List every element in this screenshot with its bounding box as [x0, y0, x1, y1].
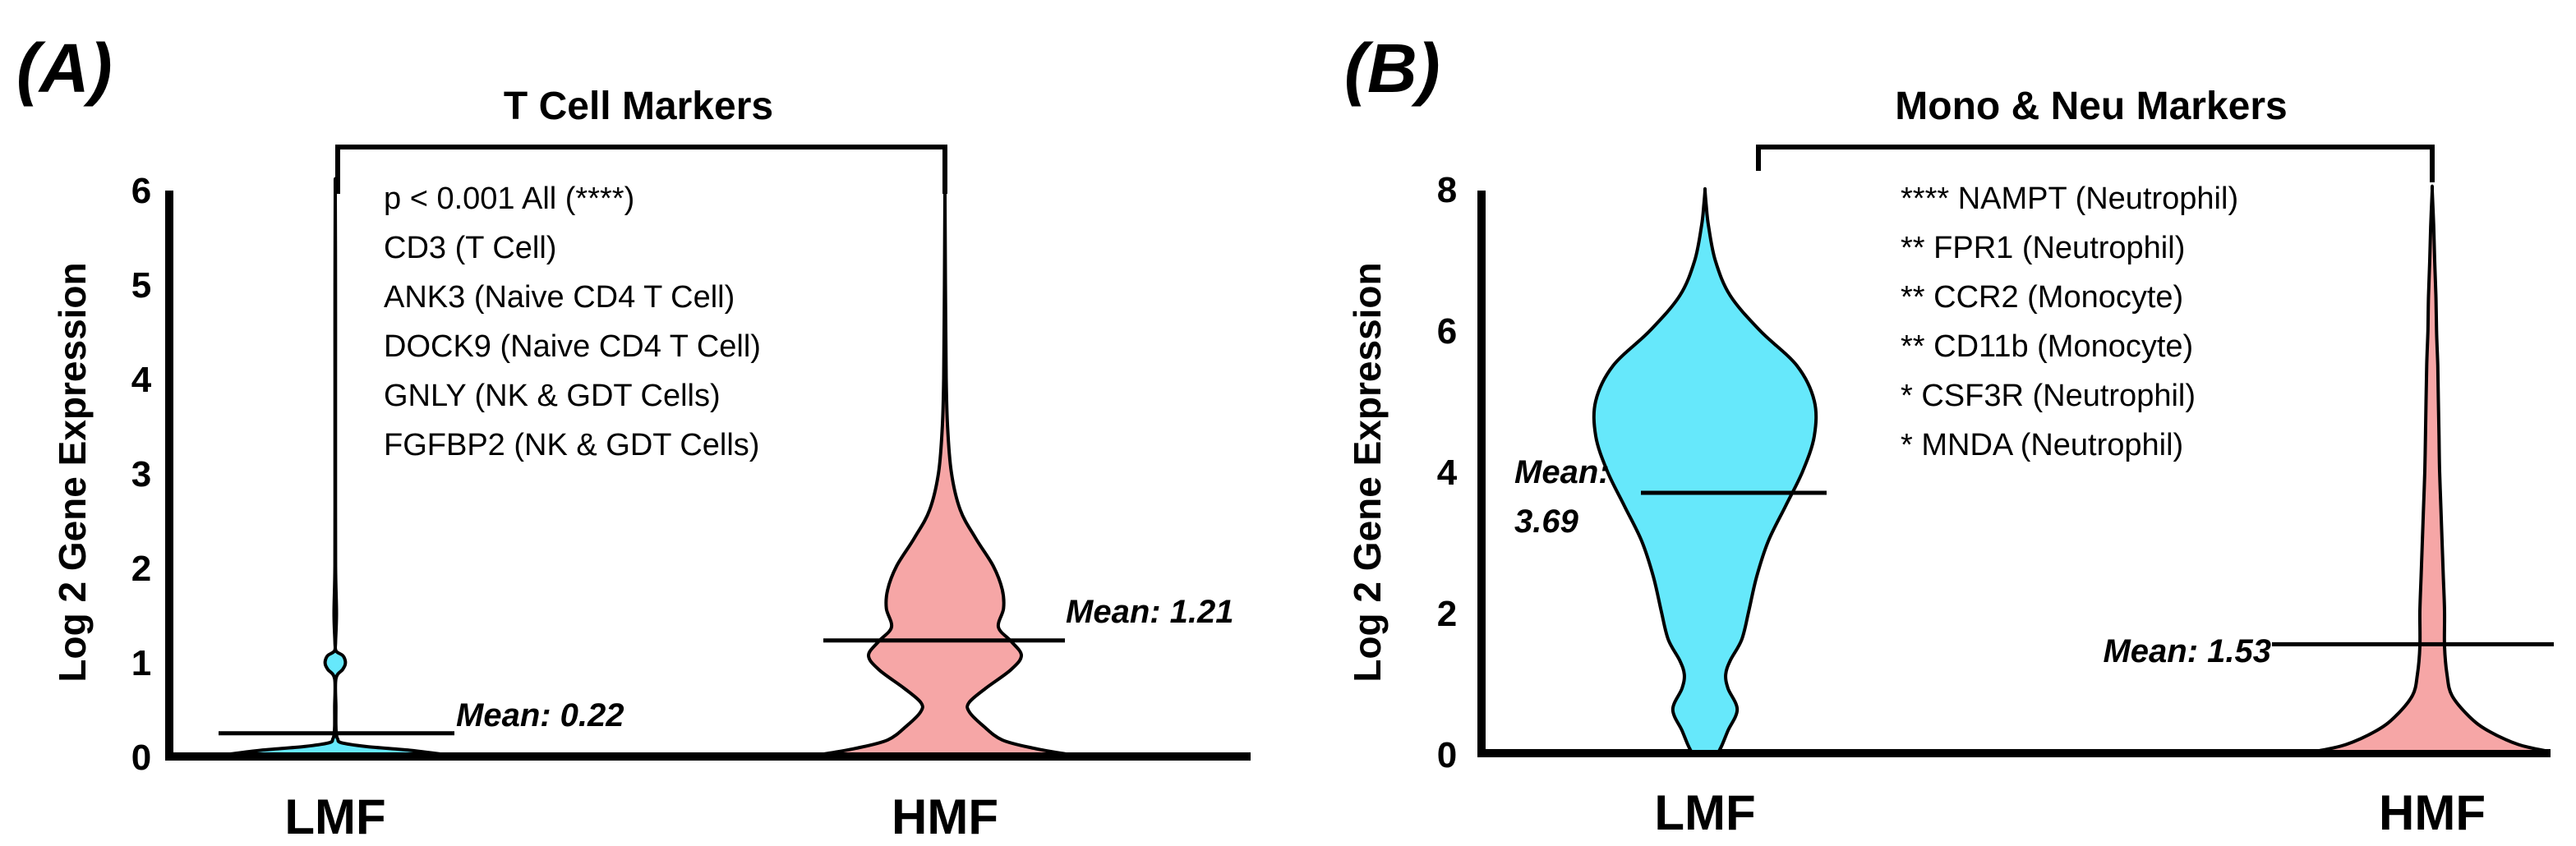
panel-b-ytick-6: 6	[1437, 311, 1457, 352]
panel-b-note-1: ** FPR1 (Neutrophil)	[1901, 231, 2185, 265]
panel-a-ytick-4: 4	[131, 360, 152, 400]
panel-b-violin-hmf	[2315, 184, 2550, 753]
panel-b-note-5: * MNDA (Neutrophil)	[1901, 428, 2183, 462]
panel-b-mean-label-hmf: Mean: 1.53	[2103, 633, 2271, 669]
panel-a-note-0: p < 0.001 All (****)	[384, 182, 634, 216]
panel-a-violin-lmf	[230, 177, 440, 756]
panel-b-note-4: * CSF3R (Neutrophil)	[1901, 379, 2196, 413]
panel-b-title: Mono & Neu Markers	[1895, 85, 2287, 128]
panel-b-label: (B)	[1344, 30, 1440, 107]
panel-b-note-2: ** CCR2 (Monocyte)	[1901, 280, 2183, 315]
panel-b-xtick-hmf: HMF	[2379, 785, 2486, 840]
panel-b-ytick-8: 8	[1437, 170, 1457, 210]
panel-a-ytick-3: 3	[131, 454, 151, 494]
panel-a-significance-bracket	[335, 145, 947, 194]
panel-b-y-axis-label: Log 2 Gene Expression	[1346, 262, 1389, 682]
panel-a-mean-label-hmf: Mean: 1.21	[1066, 594, 1234, 630]
panel-b-mean-label-lmf-line1: Mean: 3.69	[1514, 454, 1610, 540]
panel-a-title: T Cell Markers	[504, 85, 773, 128]
panel-a: (A) T Cell Markers Log 2 Gene Expression…	[16, 30, 1251, 844]
panel-a-ytick-2: 2	[131, 549, 151, 589]
panel-b-ytick-2: 2	[1437, 594, 1457, 634]
panel-a-note-3: DOCK9 (Naive CD4 T Cell)	[384, 329, 761, 364]
panel-b-note-3: ** CD11b (Monocyte)	[1901, 329, 2193, 364]
panel-b-note-0: **** NAMPT (Neutrophil)	[1901, 182, 2238, 216]
panel-a-mean-label-lmf: Mean: 0.22	[456, 697, 624, 733]
panel-a-label: (A)	[16, 30, 113, 107]
panel-a-note-4: GNLY (NK & GDT Cells)	[384, 379, 721, 413]
panel-a-xtick-hmf: HMF	[892, 789, 998, 844]
panel-b-xtick-lmf: LMF	[1654, 785, 1755, 840]
panel-a-note-2: ANK3 (Naive CD4 T Cell)	[384, 280, 735, 315]
panel-b-violin-lmf	[1592, 186, 1818, 753]
panel-a-ytick-5: 5	[131, 265, 151, 306]
panel-a-xtick-lmf: LMF	[284, 789, 385, 844]
panel-b-significance-bracket	[1756, 145, 2435, 182]
panel-a-ytick-6: 6	[131, 171, 151, 211]
panel-a-violin-hmf	[823, 177, 1067, 756]
panel-a-note-5: FGFBP2 (NK & GDT Cells)	[384, 428, 759, 462]
panel-b-ytick-4: 4	[1437, 453, 1458, 493]
panel-b-ytick-0: 0	[1437, 735, 1457, 775]
panel-a-note-1: CD3 (T Cell)	[384, 231, 556, 265]
panel-a-ytick-1: 1	[131, 643, 151, 683]
panel-a-ytick-0: 0	[131, 738, 151, 778]
panel-a-y-axis-label: Log 2 Gene Expression	[51, 262, 94, 682]
panel-b: (B) Mono & Neu Markers Log 2 Gene Expres…	[1344, 30, 2554, 840]
